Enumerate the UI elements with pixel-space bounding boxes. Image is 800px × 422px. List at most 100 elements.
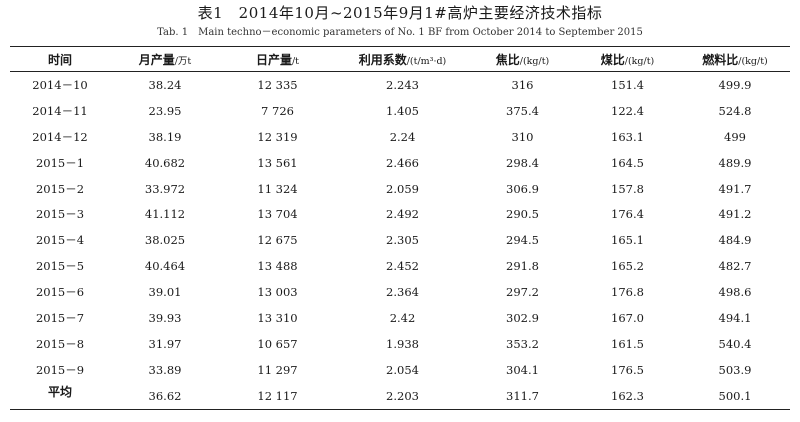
table-row: 2015－6 39.01 13 003 2.364 297.2 176.8 498.6	[10, 279, 790, 305]
value-cell: 297.2	[506, 285, 539, 300]
table-row: 2015－2 33.972 11 324 2.059 306.9 157.8 491.7	[10, 176, 790, 202]
value-cell: 2.466	[386, 155, 419, 170]
value-cell: 2.492	[386, 207, 419, 222]
table-row: 2015－5 40.464 13 488 2.452 291.8 165.2 482.7	[10, 253, 790, 279]
value-cell: 39.01	[148, 285, 182, 300]
value-cell: 482.7	[718, 259, 752, 274]
table-title-en: Tab. 1 Main techno－economic parameters o…	[157, 27, 643, 38]
value-cell: 38.025	[144, 233, 186, 248]
column-header: 煤比/(kg/t)	[575, 47, 680, 72]
value-cell: 165.1	[611, 233, 644, 248]
period-cell: 2015－5	[35, 259, 85, 274]
column-header: 日产量/t	[220, 47, 335, 72]
column-header-label: 燃料比	[702, 52, 739, 67]
column-header-unit: /万t	[174, 55, 192, 67]
value-cell: 353.2	[506, 336, 539, 351]
value-cell: 2.452	[386, 259, 419, 274]
value-cell: 33.89	[148, 362, 182, 377]
value-cell: 2.42	[389, 310, 416, 325]
average-row: 平均 36.62 12 117 2.203 311.7 162.3 500.1	[10, 383, 790, 410]
value-cell: 122.4	[611, 103, 644, 118]
value-cell: 176.5	[611, 362, 644, 377]
value-cell: 13 561	[257, 155, 298, 170]
value-cell: 13 310	[257, 310, 298, 325]
table-header-row: 时间 月产量/万t 日产量/t 利用系数/(t/m³·d) 焦比/(kg/t) 煤比/(k…	[10, 46, 790, 72]
table-row: 2015－1 40.682 13 561 2.466 298.4 164.5 489.9	[10, 150, 790, 176]
value-cell: 311.7	[506, 388, 539, 403]
value-cell: 1.405	[386, 103, 419, 118]
value-cell: 2.305	[386, 233, 419, 248]
period-cell: 2014－12	[32, 129, 88, 144]
value-cell: 165.2	[611, 259, 644, 274]
value-cell: 12 335	[257, 77, 298, 92]
value-cell: 40.464	[144, 259, 186, 274]
value-cell: 500.1	[718, 388, 752, 403]
value-cell: 12 117	[257, 388, 298, 403]
value-cell: 375.4	[506, 103, 539, 118]
value-cell: 12 675	[257, 233, 298, 248]
value-cell: 298.4	[506, 155, 539, 170]
value-cell: 163.1	[611, 129, 644, 144]
value-cell: 302.9	[506, 310, 539, 325]
table-row: 2015－8 31.97 10 657 1.938 353.2 161.5 540.4	[10, 331, 790, 357]
column-header-label: 时间	[47, 52, 72, 67]
value-cell: 176.4	[611, 207, 644, 222]
value-cell: 36.62	[148, 388, 182, 403]
column-header-label: 利用系数	[358, 52, 407, 67]
column-header: 燃料比/(kg/t)	[680, 47, 790, 72]
table-row: 2014－12 38.19 12 319 2.24 310 163.1 499	[10, 124, 790, 150]
period-cell: 2014－11	[32, 103, 88, 118]
column-header-unit: /(kg/t)	[624, 55, 655, 67]
table-row: 2014－11 23.95 7 726 1.405 375.4 122.4 524.8	[10, 98, 790, 124]
column-header-label: 煤比	[600, 52, 625, 67]
table-row: 2015－9 33.89 11 297 2.054 304.1 176.5 503.9	[10, 357, 790, 383]
value-cell: 2.054	[386, 362, 419, 377]
column-header-unit: /(kg/t)	[738, 55, 768, 67]
value-cell: 1.938	[386, 336, 419, 351]
value-cell: 38.19	[148, 129, 182, 144]
value-cell: 176.8	[611, 285, 644, 300]
value-cell: 2.364	[386, 285, 419, 300]
value-cell: 31.97	[148, 336, 182, 351]
period-cell: 2015－8	[35, 336, 85, 351]
value-cell: 306.9	[506, 181, 539, 196]
period-cell: 平均	[47, 384, 72, 399]
value-cell: 151.4	[611, 77, 644, 92]
value-cell: 316	[511, 77, 534, 92]
column-header: 时间	[10, 47, 110, 72]
value-cell: 2.059	[386, 181, 419, 196]
value-cell: 162.3	[611, 388, 644, 403]
value-cell: 499	[724, 129, 746, 144]
column-header: 利用系数/(t/m³·d)	[335, 47, 470, 72]
table-body: 2014－10 38.24 12 335 2.243 316 151.4 499.9 2014…	[10, 72, 790, 410]
value-cell: 524.8	[718, 103, 752, 118]
value-cell: 12 319	[257, 129, 298, 144]
value-cell: 2.24	[389, 129, 416, 144]
value-cell: 11 297	[257, 362, 298, 377]
period-cell: 2015－6	[35, 285, 85, 300]
period-cell: 2015－1	[35, 155, 85, 170]
value-cell: 484.9	[718, 233, 752, 248]
period-cell: 2015－4	[35, 233, 85, 248]
value-cell: 11 324	[257, 181, 298, 196]
value-cell: 39.93	[148, 310, 182, 325]
value-cell: 294.5	[506, 233, 539, 248]
table-row: 2015－7 39.93 13 310 2.42 302.9 167.0 494.1	[10, 305, 790, 331]
value-cell: 491.7	[718, 181, 752, 196]
value-cell: 41.112	[144, 207, 186, 222]
value-cell: 33.972	[144, 181, 186, 196]
value-cell: 23.95	[148, 103, 182, 118]
column-header-label: 月产量	[138, 52, 175, 67]
period-cell: 2015－7	[35, 310, 85, 325]
period-cell: 2015－9	[35, 362, 85, 377]
value-cell: 304.1	[506, 362, 539, 377]
period-cell: 2015－3	[35, 207, 85, 222]
column-header-label: 焦比	[495, 52, 520, 67]
table-row: 2014－10 38.24 12 335 2.243 316 151.4 499.9	[10, 72, 790, 98]
column-header-unit: /t	[291, 55, 300, 67]
value-cell: 13 704	[257, 207, 298, 222]
value-cell: 13 003	[257, 285, 298, 300]
value-cell: 540.4	[718, 336, 752, 351]
table-title-cn: 表1 2014年10月~2015年9月1#高炉主要经济技术指标	[197, 4, 603, 22]
